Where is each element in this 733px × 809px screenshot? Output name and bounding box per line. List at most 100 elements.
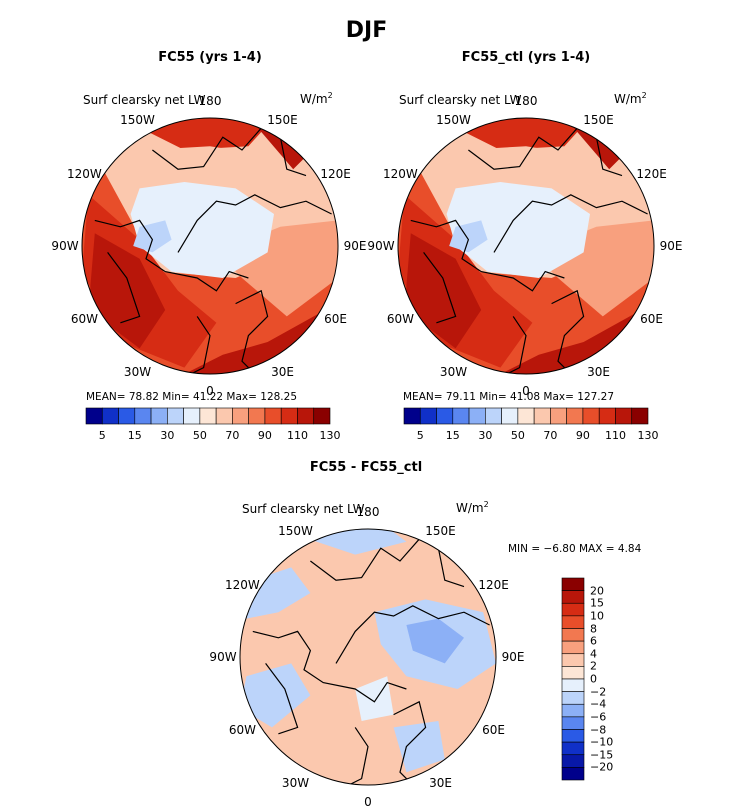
colorbar-tick-label: 70	[543, 429, 558, 442]
colorbar-tick-label: 70	[225, 429, 240, 442]
coastline	[190, 316, 211, 374]
colorbar-swatch	[561, 678, 585, 692]
longitude-label: 120E	[320, 166, 351, 181]
coastline	[265, 663, 299, 735]
longitude-label: 30W	[123, 364, 152, 379]
colorbar-tick-label: 15	[127, 429, 142, 442]
colorbar-swatch	[561, 754, 585, 768]
longitude-label: 60E	[640, 311, 663, 326]
coastline	[595, 137, 623, 177]
colorbar-tick-label: −20	[590, 760, 614, 774]
field-contour-region	[130, 182, 274, 278]
longitude-label: 90E	[501, 650, 525, 664]
coastline	[348, 727, 369, 785]
longitude-label: 60W	[228, 722, 256, 737]
colorbar-swatch	[561, 640, 585, 655]
colorbar-tick-label: 130	[319, 429, 341, 442]
panel-title-difference: FC55 - FC55_ctl	[309, 460, 423, 475]
coastline	[423, 252, 457, 324]
longitude-label: 150W	[436, 113, 471, 128]
coastline	[279, 137, 307, 177]
colorbar-tick-label: 8	[590, 622, 597, 635]
coastline	[551, 289, 585, 374]
colorbar-swatch	[631, 407, 649, 425]
units-label: W/m2	[614, 91, 647, 106]
field-contour-region	[462, 146, 597, 195]
map-boundary	[397, 117, 655, 375]
colorbar-swatch	[561, 628, 585, 642]
longitude-label: 30E	[271, 364, 294, 379]
longitude-label: 90E	[343, 239, 367, 253]
field-contour-region	[393, 721, 445, 773]
coastline	[410, 219, 565, 292]
coastline	[310, 538, 420, 581]
field-contour-region	[406, 618, 464, 664]
field-contour-region	[88, 233, 166, 349]
colorbar-tick-label: −6	[590, 710, 607, 724]
colorbar-swatch	[561, 602, 585, 617]
longitude-label: 150E	[583, 113, 614, 128]
colorbar-swatch	[561, 741, 585, 756]
colorbar-tick-label: 50	[510, 429, 525, 442]
longitude-label: 30W	[281, 775, 310, 790]
colorbar-tick-label: 15	[590, 596, 604, 610]
colorbar-swatch	[561, 729, 585, 743]
colorbar-tick-label: 130	[637, 429, 659, 442]
colorbar-swatch	[313, 407, 331, 425]
field-contour-region	[133, 220, 172, 253]
longitude-label: 60W	[70, 311, 98, 326]
longitude-label: 150E	[267, 113, 298, 128]
variable-label: Surf clearsky net LW	[399, 93, 522, 107]
longitude-label: 30W	[439, 364, 468, 379]
longitude-label: 90W	[51, 239, 79, 253]
longitude-label: 60W	[386, 311, 414, 326]
longitude-label: 180	[198, 94, 222, 108]
colorbar-tick-label: 90	[575, 429, 590, 442]
variable-label: Surf clearsky net LW	[83, 93, 206, 107]
coastline	[235, 289, 269, 374]
colorbar-tick-label: 50	[192, 429, 207, 442]
coastline	[107, 252, 141, 324]
field-contour-region	[449, 220, 488, 253]
map-boundary	[81, 117, 339, 375]
longitude-label: 150E	[425, 524, 456, 539]
colorbar-tick-label: 110	[604, 429, 626, 442]
colorbar-tick-label: 30	[478, 429, 493, 442]
coastline	[94, 219, 249, 292]
longitude-label: 120W	[225, 577, 260, 592]
colorbar-tick-label: 10	[590, 609, 604, 623]
colorbar-tick-label: 2	[590, 659, 597, 673]
colorbar-tick-label: 5	[98, 429, 106, 442]
longitude-label: 0	[522, 384, 530, 398]
panel-title-fc55-ctl: FC55_ctl (yrs 1-4)	[461, 50, 591, 65]
colorbar-tick-label: 0	[590, 672, 597, 686]
longitude-label: 180	[514, 94, 538, 108]
field-contour-region	[240, 746, 272, 785]
map-field	[82, 118, 338, 374]
stats-text: MEAN= 79.11 Min= 41.08 Max= 127.27	[403, 391, 615, 403]
longitude-label: 30E	[587, 364, 610, 379]
variable-label: Surf clearsky net LW	[242, 502, 365, 516]
map-boundary	[239, 528, 497, 786]
colorbar-swatch	[561, 716, 585, 730]
colorbar-tick-label: 15	[445, 429, 460, 442]
coastline	[252, 630, 407, 703]
colorbar-tick-label: −10	[590, 735, 614, 749]
map-field	[240, 529, 496, 785]
colorbar-tick-label: 20	[590, 584, 604, 598]
colorbar-swatch	[561, 767, 585, 781]
stats-text: MIN = −6.80 MAX = 4.84	[508, 543, 642, 555]
coastline	[152, 127, 262, 170]
units-label: W/m2	[456, 500, 489, 515]
longitude-label: 150W	[120, 113, 155, 128]
longitude-label: 30E	[429, 775, 452, 790]
field-contour-region	[146, 146, 281, 195]
longitude-label: 0	[206, 384, 214, 398]
colorbar-tick-label: 110	[286, 429, 308, 442]
colorbar-tick-label: −4	[590, 697, 607, 711]
longitude-label: 90W	[367, 239, 395, 253]
colorbar-tick-label: −2	[590, 685, 607, 699]
coastline	[437, 548, 465, 588]
